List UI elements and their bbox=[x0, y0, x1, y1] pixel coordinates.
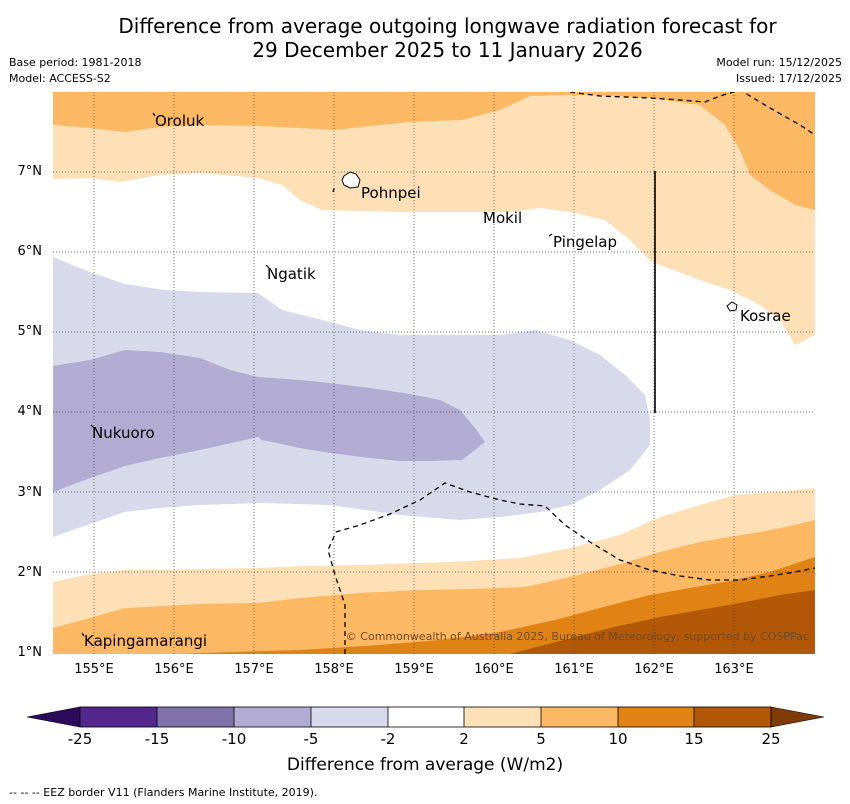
title-line-1: Difference from average outgoing longwav… bbox=[118, 14, 777, 38]
colorbar-label: Difference from average (W/m2) bbox=[286, 755, 564, 775]
colorbar-seg-15-25 bbox=[694, 707, 771, 727]
place-kosrae: Kosrae bbox=[740, 307, 791, 325]
colorbar-tick-25: 25 bbox=[761, 730, 781, 748]
map-fill-layers: Oroluk Pohnpei Mokil Pingelap Ngatik Kos… bbox=[53, 92, 815, 654]
lon-label-163e: 163°E bbox=[714, 662, 754, 677]
colorbar bbox=[26, 706, 825, 728]
eez-border-south bbox=[327, 482, 815, 654]
lat-label-2n: 2°N bbox=[17, 565, 43, 580]
lon-label-161e: 161°E bbox=[554, 662, 594, 677]
south-band-neg-10-5 bbox=[53, 350, 485, 492]
north-band-2-5 bbox=[53, 92, 815, 345]
pohnpei-island-shape bbox=[341, 171, 361, 189]
model-run: Model run: 15/12/2025 bbox=[716, 56, 842, 69]
eez-border-north bbox=[569, 92, 815, 136]
kosrae-island-shape bbox=[726, 301, 738, 312]
colorbar-tick-10: 10 bbox=[608, 730, 628, 748]
south-band-15-25 bbox=[510, 590, 815, 654]
atoll-marks bbox=[81, 112, 553, 637]
north-band-5-10 bbox=[53, 92, 815, 210]
colorbar-tick-5: 5 bbox=[536, 730, 546, 748]
lat-label-4n: 4°N bbox=[17, 404, 43, 419]
lon-label-156e: 156°E bbox=[154, 662, 194, 677]
model-name: Model: ACCESS-S2 bbox=[9, 72, 111, 85]
colorbar-seg-neg2-2 bbox=[388, 707, 464, 727]
eez-border-pohnpei bbox=[332, 185, 336, 193]
colorbar-tick-15: 15 bbox=[684, 730, 704, 748]
place-oroluk: Oroluk bbox=[155, 112, 204, 130]
colorbar-seg-5-10 bbox=[541, 707, 618, 727]
colorbar-tick-neg10: -10 bbox=[221, 730, 247, 748]
place-pohnpei: Pohnpei bbox=[361, 184, 421, 202]
colorbar-seg-neg25-neg15 bbox=[80, 707, 157, 727]
lon-label-159e: 159°E bbox=[394, 662, 434, 677]
colorbar-seg-neg5-neg2 bbox=[311, 707, 388, 727]
colorbar-outline bbox=[79, 706, 772, 728]
colorbar-seg-neg10-neg5 bbox=[234, 707, 311, 727]
lat-label-7n: 7°N bbox=[17, 164, 43, 179]
colorbar-tick-2: 2 bbox=[459, 730, 469, 748]
meta-right: Model run: 15/12/2025 Issued: 17/12/2025 bbox=[716, 55, 842, 87]
lon-label-160e: 160°E bbox=[474, 662, 514, 677]
colorbar-seg-10-15 bbox=[618, 707, 694, 727]
lon-label-157e: 157°E bbox=[234, 662, 274, 677]
chart-title: Difference from average outgoing longwav… bbox=[0, 14, 850, 62]
colorbar-tick-neg15: -15 bbox=[144, 730, 170, 748]
colorbar-dividers bbox=[156, 707, 695, 727]
title-line-2: 29 December 2025 to 11 January 2026 bbox=[252, 38, 643, 62]
gridlines bbox=[53, 92, 815, 654]
colorbar-tick-neg5: -5 bbox=[303, 730, 319, 748]
colorbar-seg-2-5 bbox=[464, 707, 541, 727]
colorbar-tick-neg2: -2 bbox=[380, 730, 396, 748]
issued-date: Issued: 17/12/2025 bbox=[735, 72, 842, 85]
place-nukuoro: Nukuoro bbox=[92, 424, 155, 442]
place-pingelap: Pingelap bbox=[553, 233, 617, 251]
colorbar-arrow-low bbox=[26, 706, 81, 728]
eez-footnote: -- -- -- EEZ border V11 (Flanders Marine… bbox=[9, 786, 318, 799]
place-mokil: Mokil bbox=[483, 209, 522, 227]
colorbar-arrow-high bbox=[770, 706, 825, 728]
lon-label-162e: 162°E bbox=[634, 662, 674, 677]
lat-label-5n: 5°N bbox=[17, 324, 43, 339]
lat-label-6n: 6°N bbox=[17, 244, 43, 259]
lat-label-3n: 3°N bbox=[17, 485, 43, 500]
base-period: Base period: 1981-2018 bbox=[9, 56, 142, 69]
colorbar-tick-neg25: -25 bbox=[67, 730, 93, 748]
lon-label-155e: 155°E bbox=[74, 662, 114, 677]
colorbar-seg-neg15-neg10 bbox=[157, 707, 234, 727]
lat-label-1n: 1°N bbox=[17, 645, 43, 660]
place-kapingamarangi: Kapingamarangi bbox=[84, 632, 207, 650]
meta-left: Base period: 1981-2018 Model: ACCESS-S2 bbox=[9, 55, 141, 87]
lon-label-158e: 158°E bbox=[314, 662, 354, 677]
place-ngatik: Ngatik bbox=[267, 265, 316, 283]
copyright-notice: © Commonwealth of Australia 2025, Bureau… bbox=[346, 630, 809, 643]
